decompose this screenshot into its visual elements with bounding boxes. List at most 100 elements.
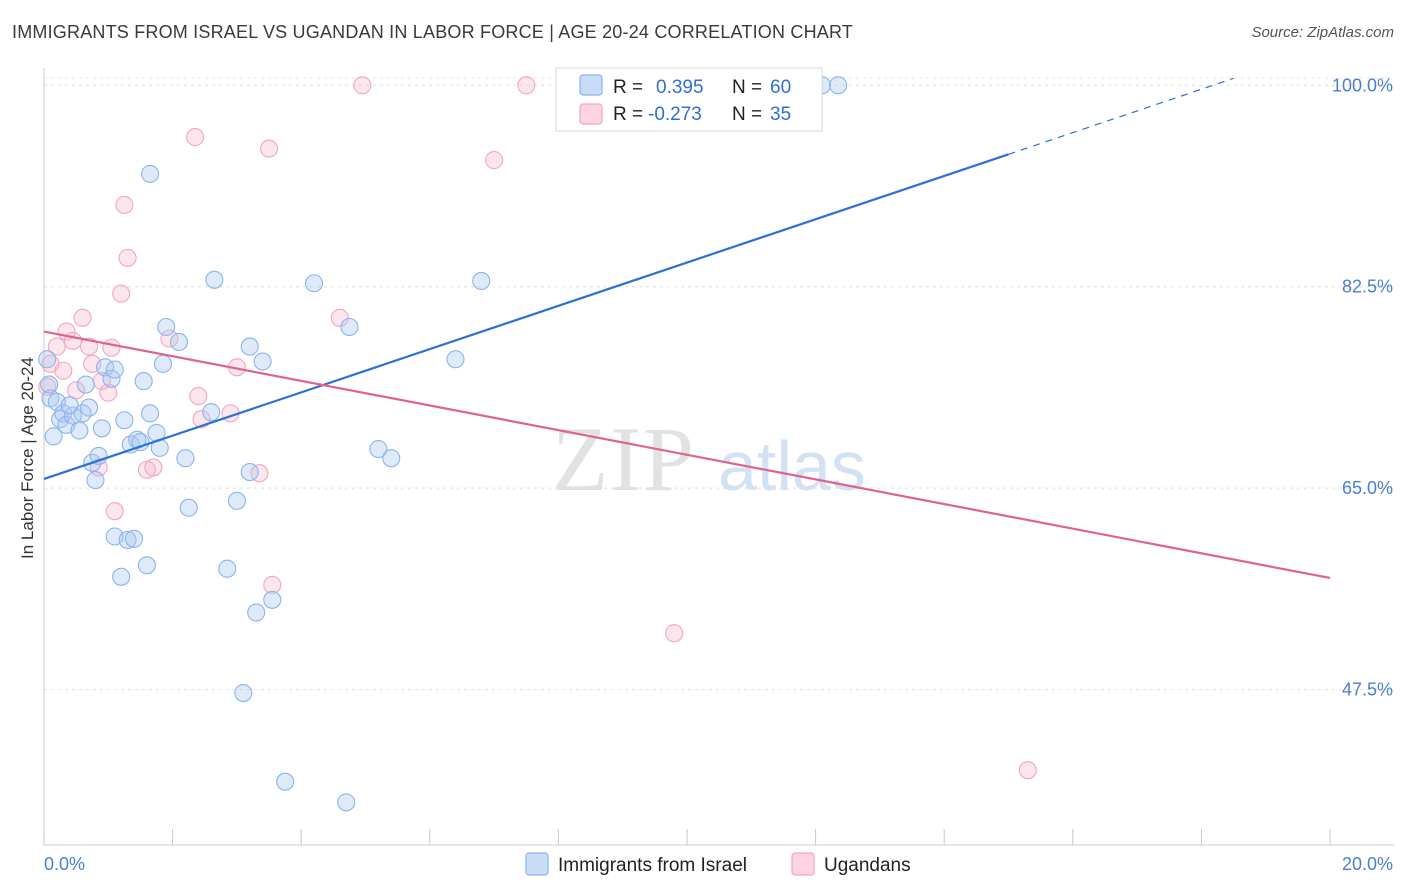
ugandan-point [665, 624, 684, 643]
israel-point [340, 317, 359, 337]
israel-point [157, 317, 176, 337]
israel-point [829, 76, 848, 95]
israel-point [369, 439, 388, 459]
bottom-legend-label-israel: Immigrants from Israel [558, 855, 747, 876]
ugandan-point [79, 337, 99, 356]
ugandan-point [250, 464, 269, 483]
legend-n-label-ugandans: N = [732, 104, 762, 125]
ugandan-point [99, 383, 118, 402]
ugandan-point [353, 76, 372, 95]
israel-point [60, 396, 79, 415]
ugandan-point [259, 139, 279, 158]
israel-point [105, 360, 124, 379]
israel-point [76, 375, 95, 394]
ugandan-point [47, 337, 66, 356]
bottom-legend-swatch-ugandans [791, 852, 815, 876]
israel-point [234, 684, 253, 703]
y-axis-label: In Labor Force | Age 20-24 [18, 357, 37, 559]
israel-point [169, 332, 189, 352]
ugandan-point [118, 248, 137, 267]
legend-n-value-ugandans: 35 [770, 104, 791, 125]
y-tick-label: 65.0% [1342, 478, 1393, 498]
ugandan-point [54, 361, 73, 380]
ugandan-point [112, 284, 131, 303]
bottom-legend-label-ugandans: Ugandans [824, 855, 911, 876]
ugandan-point [102, 338, 121, 357]
ugandan-point [485, 151, 504, 170]
ugandan-point [115, 195, 134, 215]
israel-point [446, 350, 465, 369]
ugandan-point [160, 329, 179, 348]
ugandan-point [73, 308, 92, 327]
ugandan-point [186, 128, 205, 147]
israel-point [176, 449, 195, 468]
israel-point [38, 350, 57, 369]
ugandan-point [105, 502, 124, 521]
x-tick-label-max: 20.0% [1342, 854, 1393, 874]
bottom-legend-swatch-israel [525, 852, 549, 876]
israel-point [115, 411, 134, 430]
israel-point [202, 403, 221, 422]
israel-point [137, 556, 156, 575]
ugandan-trend-line [43, 330, 1331, 580]
ugandan-point [144, 458, 163, 477]
gridlines [44, 77, 1394, 691]
ugandan-point [330, 308, 349, 327]
stats-legend: R = 0.395 N = 60 R = -0.273 N = 35 [555, 67, 823, 132]
legend-r-label-israel: R = [613, 77, 643, 98]
y-tick-label: 82.5% [1342, 277, 1393, 297]
israel-point [141, 164, 160, 183]
israel-point [218, 559, 237, 578]
legend-swatch-ugandans [579, 103, 603, 125]
y-tick-labels: 47.5% 65.0% 82.5% 100.0% [1332, 75, 1393, 699]
y-tick-label: 47.5% [1342, 680, 1393, 700]
israel-point [118, 530, 137, 550]
israel-point [70, 421, 89, 440]
israel-point [153, 354, 173, 373]
y-tick-label: 100.0% [1332, 75, 1393, 95]
legend-r-label-ugandans: R = [613, 104, 643, 125]
israel-point [141, 404, 160, 423]
series-legend: Immigrants from Israel Ugandans [525, 852, 911, 876]
israel-point [382, 449, 401, 468]
source-credit: Source: ZipAtlas.com [1251, 24, 1394, 41]
israel-point [124, 529, 144, 548]
israel-point [86, 471, 105, 490]
x-ticks [43, 829, 1331, 845]
israel-points [38, 76, 1037, 780]
israel-point [131, 433, 150, 452]
israel-trend-extension [1008, 77, 1234, 155]
chart-title: IMMIGRANTS FROM ISRAEL VS UGANDAN IN LAB… [12, 22, 854, 42]
israel-point [44, 427, 63, 446]
israel-point [92, 419, 111, 438]
israel-trend-line [43, 153, 1009, 480]
israel-point [253, 352, 272, 371]
israel-point [112, 567, 131, 586]
trend-lines [43, 77, 1331, 580]
legend-n-label-israel: N = [732, 77, 762, 98]
israel-point [40, 375, 59, 394]
ugandan-point [263, 575, 282, 594]
legend-n-value-israel: 60 [770, 77, 791, 98]
israel-point [205, 270, 224, 289]
israel-point [305, 274, 324, 293]
legend-r-value-israel: 0.395 [656, 77, 704, 98]
israel-point [240, 337, 259, 356]
israel-point [263, 590, 282, 609]
axes [43, 68, 1394, 846]
ugandan-point [1018, 761, 1037, 780]
ugandan-point [63, 331, 82, 350]
ugandan-point [67, 381, 86, 400]
ugandan-point [189, 387, 208, 406]
watermark-zip: ZIP [552, 408, 696, 510]
israel-points-layer [38, 76, 848, 812]
israel-point [276, 772, 295, 791]
israel-point [179, 498, 198, 517]
israel-point [134, 372, 153, 391]
ugandan-point [517, 76, 536, 95]
legend-swatch-israel [579, 74, 603, 96]
israel-point [240, 462, 259, 482]
israel-point [472, 271, 491, 291]
israel-point [247, 603, 266, 622]
